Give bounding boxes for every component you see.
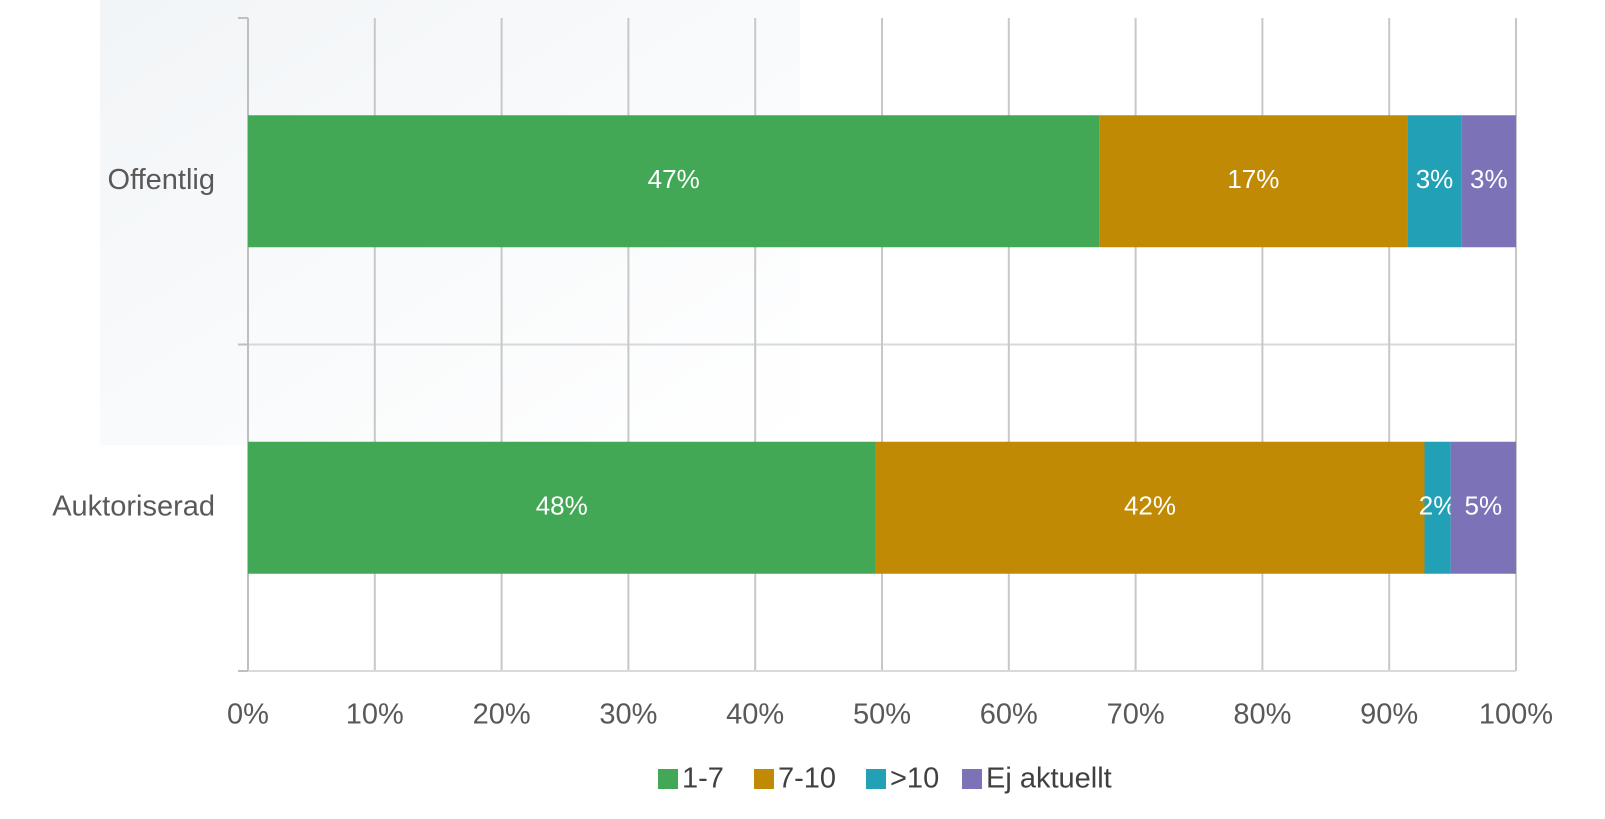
legend-label: >10: [890, 763, 939, 795]
bar-segment: [1407, 115, 1462, 248]
data-label: 47%: [648, 164, 700, 194]
legend-label: 1-7: [682, 763, 724, 795]
x-tick-label: 40%: [726, 699, 784, 731]
data-label: 5%: [1465, 491, 1503, 521]
bar-segment: [875, 441, 1425, 574]
x-tick-label: 100%: [1479, 699, 1553, 731]
legend-swatch: [754, 769, 774, 789]
x-tick-label: 70%: [1107, 699, 1165, 731]
bar-segment: [248, 441, 876, 574]
legend-label: 7-10: [778, 763, 836, 795]
data-label: 17%: [1227, 164, 1279, 194]
bar-segment: [1450, 441, 1516, 574]
data-label: 42%: [1124, 491, 1176, 521]
bar-segment: [1424, 441, 1451, 574]
data-label: 3%: [1416, 164, 1454, 194]
y-tick-label: Offentlig: [108, 164, 215, 196]
x-tick-label: 10%: [346, 699, 404, 731]
bar-segment: [248, 115, 1100, 248]
data-label: 3%: [1470, 164, 1508, 194]
x-tick-label: 50%: [853, 699, 911, 731]
legend-swatch: [962, 769, 982, 789]
x-tick-label: 60%: [980, 699, 1038, 731]
legend-label: Ej aktuellt: [986, 763, 1112, 795]
x-tick-label: 0%: [227, 699, 269, 731]
x-tick-label: 30%: [599, 699, 657, 731]
data-label: 2%: [1419, 491, 1457, 521]
legend-swatch: [866, 769, 886, 789]
legend-swatch: [658, 769, 678, 789]
data-label: 48%: [536, 491, 588, 521]
bar-segment: [1099, 115, 1408, 248]
x-tick-label: 80%: [1233, 699, 1291, 731]
y-tick-label: Auktoriserad: [52, 490, 215, 522]
bar-segment: [1461, 115, 1516, 248]
x-tick-label: 20%: [473, 699, 531, 731]
x-tick-label: 90%: [1360, 699, 1418, 731]
